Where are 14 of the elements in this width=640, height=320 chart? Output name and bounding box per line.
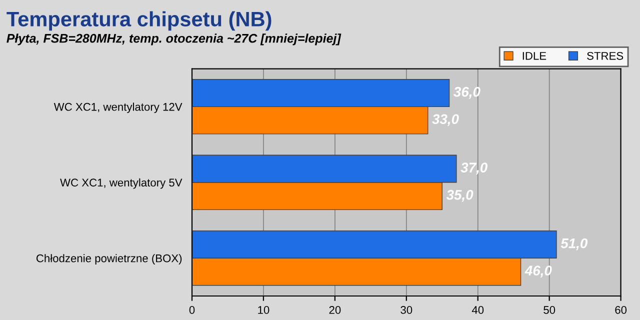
chart-title: Temperatura chipsetu (NB) <box>6 11 272 31</box>
x-tick-label: 0 <box>189 306 195 314</box>
x-tick-label: 40 <box>472 306 484 314</box>
y-tick-label: Chłodzenie powietrzne (BOX) <box>36 254 182 264</box>
x-tick-label: 20 <box>329 306 341 314</box>
y-tick-label: WC XC1, wentylatory 12V <box>54 102 182 113</box>
legend-label: IDLE <box>522 52 546 60</box>
y-tick-label: WC XC1, wentylatory 5V <box>60 178 182 189</box>
chart-subtitle: Płyta, FSB=280MHz, temp. otoczenia ~27C [mniej=lepiej] <box>6 34 342 46</box>
x-tick-label: 30 <box>400 306 412 314</box>
x-tick-label: 60 <box>615 306 627 314</box>
legend-label: STRES <box>587 52 624 60</box>
x-tick-label: 50 <box>544 306 556 314</box>
x-tick-label: 10 <box>258 306 270 314</box>
